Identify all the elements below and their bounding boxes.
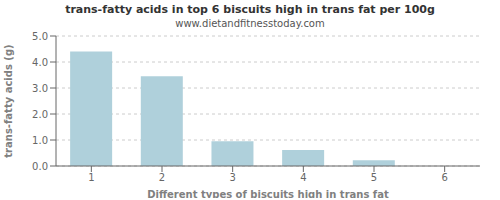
svg-text:4: 4 xyxy=(300,172,306,183)
svg-text:6: 6 xyxy=(441,172,447,183)
svg-text:trans-fatty acids (g): trans-fatty acids (g) xyxy=(8,44,14,157)
svg-text:1.0: 1.0 xyxy=(32,135,48,146)
svg-text:Different types of biscuits hi: Different types of biscuits high in tran… xyxy=(147,189,389,198)
svg-text:5: 5 xyxy=(371,172,377,183)
svg-text:3: 3 xyxy=(229,172,235,183)
svg-text:2.0: 2.0 xyxy=(32,109,48,120)
html-text:trans-fatty acids in top 6 bis: trans-fatty acids in top 6 biscuits high… xyxy=(65,3,435,16)
svg-text:4.0: 4.0 xyxy=(32,57,48,68)
svg-text:3.0: 3.0 xyxy=(32,83,48,94)
svg-text:0.0: 0.0 xyxy=(32,161,48,172)
svg-text:2: 2 xyxy=(159,172,165,183)
html-text:www.dietandfitnesstoday.com: www.dietandfitnesstoday.com xyxy=(175,18,325,29)
svg-text:1: 1 xyxy=(88,172,94,183)
svg-text:5.0: 5.0 xyxy=(32,31,48,42)
